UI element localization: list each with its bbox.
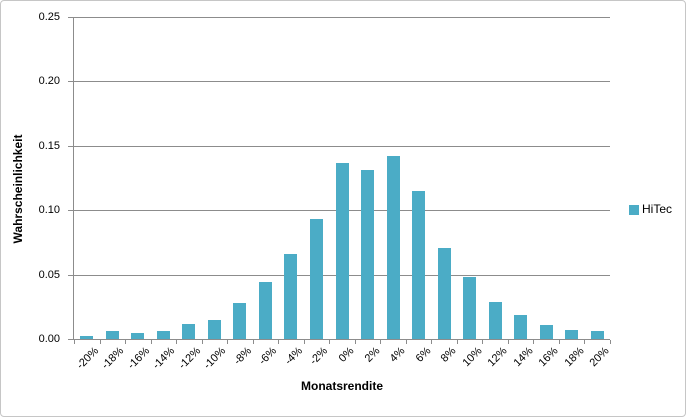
x-tick-label: 0% (336, 345, 357, 365)
x-axis-title: Monatsrendite (300, 379, 384, 393)
x-tick (482, 340, 483, 344)
y-tick-label: 0.10 (38, 204, 60, 216)
x-tick-label: -12% (176, 345, 204, 372)
x-tick (559, 340, 560, 344)
bar (463, 277, 476, 339)
y-tick (68, 146, 74, 147)
bar (361, 170, 374, 339)
x-tick (508, 340, 509, 344)
legend-swatch-icon (629, 204, 639, 215)
bar (157, 331, 170, 339)
y-tick (68, 210, 74, 211)
y-tick (68, 81, 74, 82)
bar (284, 254, 297, 339)
x-tick (74, 340, 75, 344)
bar (259, 282, 272, 339)
x-tick-label: 6% (413, 345, 434, 365)
y-tick (68, 275, 74, 276)
x-tick-label: -14% (150, 345, 178, 372)
y-tick-label: 0.00 (38, 333, 60, 345)
x-tick (202, 340, 203, 344)
x-tick-label: 16% (536, 345, 561, 370)
x-tick-label: -10% (201, 345, 229, 372)
bar (233, 303, 246, 339)
x-tick (151, 340, 152, 344)
x-tick-label: -4% (283, 345, 306, 368)
x-tick-label: -18% (99, 345, 127, 372)
x-tick-label: 2% (362, 345, 383, 365)
y-tick (68, 339, 74, 340)
bar (412, 191, 425, 339)
y-tick-label: 0.15 (38, 140, 60, 152)
x-tick (253, 340, 254, 344)
x-tick (457, 340, 458, 344)
x-tick (125, 340, 126, 344)
bar (131, 333, 144, 339)
x-tick-label: 8% (438, 345, 459, 365)
x-tick (100, 340, 101, 344)
bar (106, 331, 119, 339)
gridline (74, 17, 610, 18)
x-tick (380, 340, 381, 344)
x-tick (355, 340, 356, 344)
x-tick-label: 10% (460, 345, 485, 370)
x-axis-line (74, 339, 610, 340)
x-tick (584, 340, 585, 344)
x-tick (176, 340, 177, 344)
bar (80, 336, 93, 339)
bar (438, 248, 451, 339)
x-tick (278, 340, 279, 344)
x-tick-label: -6% (257, 345, 280, 368)
x-tick (406, 340, 407, 344)
bar (208, 320, 221, 339)
x-tick-label: 4% (387, 345, 408, 365)
x-tick-label: 18% (562, 345, 587, 370)
y-tick-label: 0.05 (38, 269, 60, 281)
bar (336, 163, 349, 339)
bar (540, 325, 553, 339)
legend: HiTec (629, 203, 672, 216)
bar (310, 219, 323, 339)
y-tick-label: 0.25 (38, 11, 60, 23)
bar (514, 315, 527, 339)
y-tick-label: 0.20 (38, 75, 60, 87)
x-tick (227, 340, 228, 344)
x-tick-label: 20% (587, 345, 612, 370)
x-tick (431, 340, 432, 344)
x-tick (533, 340, 534, 344)
gridline (74, 81, 610, 82)
y-axis-title: Wahrscheinlichkeit (11, 134, 25, 244)
x-tick-label: -2% (308, 345, 331, 368)
bar (387, 156, 400, 339)
y-axis-line (73, 17, 74, 340)
x-tick (610, 340, 611, 344)
x-tick (304, 340, 305, 344)
y-tick (68, 17, 74, 18)
x-tick-label: 14% (511, 345, 536, 370)
x-tick (329, 340, 330, 344)
bar (591, 331, 604, 339)
x-tick-label: 12% (485, 345, 510, 370)
x-tick-label: -20% (74, 345, 102, 372)
bar (182, 324, 195, 339)
legend-label: HiTec (642, 202, 673, 216)
bar (489, 302, 502, 339)
x-tick-label: -8% (232, 345, 255, 368)
bar (565, 330, 578, 339)
x-tick-label: -16% (125, 345, 153, 372)
gridline (74, 146, 610, 147)
